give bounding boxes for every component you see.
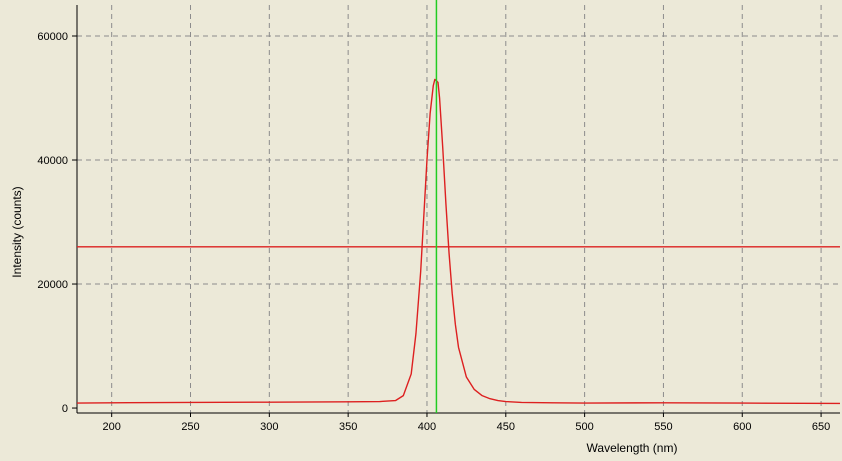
y-tick-label: 20000 [37,279,68,291]
x-tick-label: 200 [103,421,121,433]
spectrum-series-line [76,78,841,405]
x-tick-label: 650 [812,421,830,433]
x-tick-label: 350 [339,421,357,433]
x-tick-label: 400 [418,421,436,433]
x-tick-label: 550 [654,421,672,433]
tick-labels: 200 250 300 350 400 450 500 550 600 650 0 20000 4000… [37,31,830,433]
x-tick-label: 250 [181,421,199,433]
data-layer [76,0,841,413]
y-axis-label: Intensity (counts) [10,186,24,277]
plot-area [77,5,840,413]
x-tick-label: 500 [575,421,593,433]
x-tick-label: 300 [260,421,278,433]
x-axis-label: Wavelength (nm) [587,441,678,455]
x-tick-label: 600 [733,421,751,433]
y-tick-label: 60000 [37,31,68,43]
axes [72,5,840,417]
x-tick-label: 450 [497,421,515,433]
y-tick-label: 40000 [37,155,68,167]
y-tick-label: 0 [62,403,68,415]
gridlines [77,5,840,413]
